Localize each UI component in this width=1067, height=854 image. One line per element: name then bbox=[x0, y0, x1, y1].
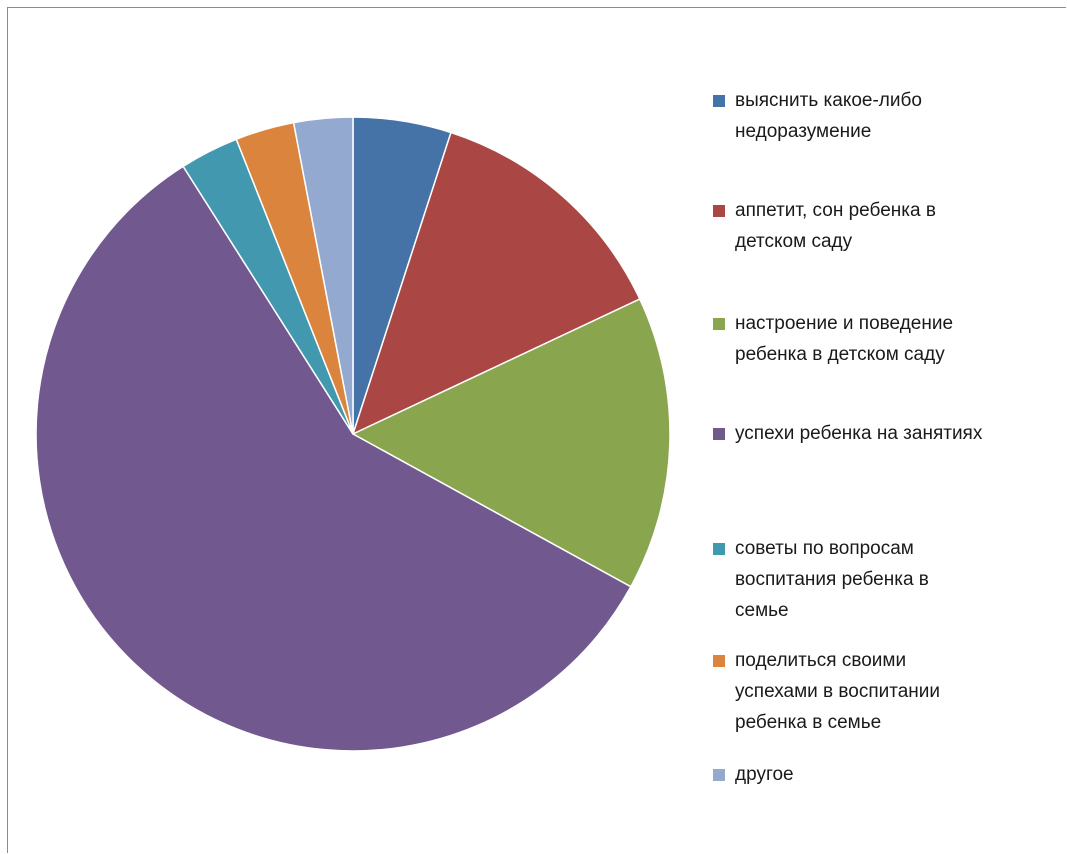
legend-swatch bbox=[713, 205, 725, 217]
legend-label-line: успехами в воспитании bbox=[735, 681, 941, 702]
legend-label-line: выяснить какое-либо bbox=[735, 90, 922, 111]
legend-label-line: семье bbox=[735, 600, 789, 621]
legend-label: поделиться своими успехами в воспитании ре… bbox=[735, 645, 940, 738]
pie-slice-3 bbox=[35, 165, 632, 752]
legend-item: настроение и поведение ребенка в детском … bbox=[713, 311, 1063, 370]
legend-item: аппетит, сон ребенка в детском саду bbox=[713, 198, 1063, 257]
legend-label-line: детском саду bbox=[735, 231, 853, 252]
legend-item: поделиться своими успехами в воспитании ре… bbox=[713, 648, 1063, 738]
legend-swatch bbox=[713, 769, 725, 781]
legend-item: другое bbox=[713, 762, 1063, 790]
legend-label-line: аппетит, сон ребенка в bbox=[735, 200, 936, 221]
legend-label-line: советы по вопросам bbox=[735, 538, 914, 559]
legend-label: советы по вопросам воспитания ребенка в се… bbox=[735, 533, 929, 626]
legend-swatch bbox=[713, 428, 725, 440]
legend-label-line: ребенка в семье bbox=[735, 712, 882, 733]
pie-slice-2 bbox=[351, 298, 671, 588]
pie-slice-1 bbox=[351, 131, 641, 436]
legend-swatch bbox=[713, 543, 725, 555]
pie-slice-6 bbox=[292, 116, 354, 435]
legend-swatch bbox=[713, 318, 725, 330]
legend-label: аппетит, сон ребенка в детском саду bbox=[735, 195, 936, 257]
legend-label-line: ребенка в детском саду bbox=[735, 344, 945, 365]
legend-label: успехи ребенка на занятиях bbox=[735, 418, 982, 449]
legend-label-line: воспитания ребенка в bbox=[735, 569, 929, 590]
legend-label-line: другое bbox=[735, 764, 794, 785]
legend-label-line: настроение и поведение bbox=[735, 313, 954, 334]
legend-label-line: недоразумение bbox=[735, 121, 872, 142]
legend-swatch bbox=[713, 655, 725, 667]
legend-label: выяснить какое-либо недоразумение bbox=[735, 85, 922, 147]
legend-swatch bbox=[713, 95, 725, 107]
legend-label: настроение и поведение ребенка в детском … bbox=[735, 308, 953, 370]
legend-item: выяснить какое-либо недоразумение bbox=[713, 88, 1063, 147]
legend-label-line: поделиться своими bbox=[735, 650, 907, 671]
legend-label-line: успехи ребенка на занятиях bbox=[735, 423, 983, 444]
legend-item: советы по вопросам воспитания ребенка в се… bbox=[713, 536, 1063, 626]
legend-item: успехи ребенка на занятиях bbox=[713, 421, 1063, 449]
legend-label: другое bbox=[735, 759, 794, 790]
